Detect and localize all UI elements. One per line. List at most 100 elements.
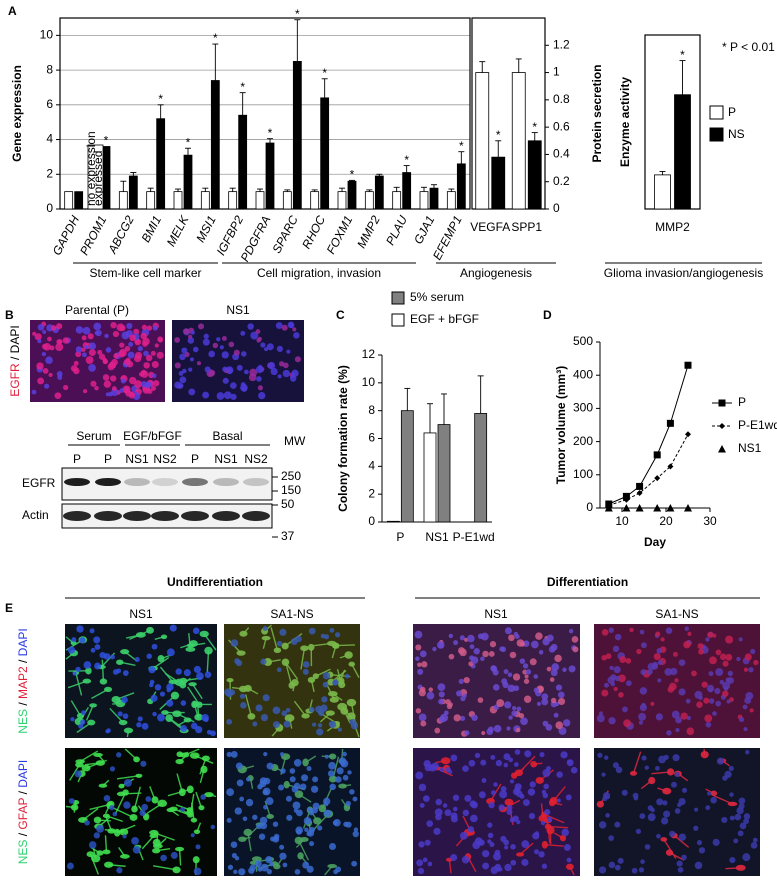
nucleus: [203, 333, 209, 339]
bar: [173, 191, 183, 210]
nucleus: [116, 752, 122, 758]
nucleus: [113, 353, 119, 359]
cell-body: [266, 814, 275, 820]
error-bar: [175, 188, 181, 192]
band: [181, 511, 209, 521]
cell-body: [160, 634, 168, 640]
nucleus: [222, 366, 228, 372]
cell-body: [87, 719, 96, 726]
nucleus: [750, 841, 758, 849]
nucleus: [182, 328, 190, 335]
cell-body: [226, 678, 234, 683]
bar: [423, 432, 437, 523]
nucleus: [448, 633, 453, 639]
nucleus: [470, 814, 478, 823]
cell-body: [710, 790, 718, 797]
nucleus: [94, 644, 101, 650]
cell-body: [178, 788, 186, 797]
nucleus: [266, 868, 272, 875]
nucleus: [524, 750, 532, 758]
y-tick-label: 500: [573, 334, 593, 348]
nucleus: [153, 380, 160, 387]
x-tick-label: MELK: [164, 212, 192, 248]
nucleus: [192, 627, 200, 635]
nucleus: [135, 339, 140, 344]
cell-body: [146, 626, 154, 634]
nucleus: [87, 333, 94, 340]
nucleus: [122, 834, 127, 839]
y-tick-label: 4: [46, 132, 53, 146]
nucleus: [285, 795, 292, 802]
nucleus: [462, 809, 470, 817]
nucleus: [266, 762, 274, 770]
nucleus: [221, 336, 227, 341]
nucleus: [280, 752, 285, 757]
bar: [654, 174, 671, 210]
error-bar: [515, 58, 522, 73]
nucleus: [512, 673, 521, 681]
nucleus: [272, 721, 280, 729]
mw-title: MW: [284, 434, 306, 448]
nucleus: [93, 636, 101, 644]
nucleus: [448, 769, 453, 774]
band: [123, 511, 151, 521]
y-tick-label: 0: [368, 514, 375, 528]
nucleus: [234, 658, 241, 665]
nucleus: [276, 667, 282, 673]
nucleus: [511, 710, 518, 717]
nucleus: [56, 371, 63, 377]
group-label: Stem-like cell marker: [89, 266, 201, 280]
bar: [392, 191, 402, 210]
nucleus: [137, 345, 143, 352]
nucleus: [487, 822, 493, 828]
error-bar: [212, 43, 219, 81]
nucleus: [541, 863, 548, 869]
error-bar: [257, 188, 263, 192]
nucleus: [152, 373, 157, 379]
blot-row-label: Actin: [22, 508, 49, 522]
cell-body: [559, 834, 567, 842]
nucleus: [664, 668, 673, 676]
nucleus: [315, 705, 323, 713]
nucleus: [70, 717, 75, 722]
cell-body: [251, 856, 262, 862]
nucleus: [196, 361, 202, 366]
nucleus: [458, 678, 464, 685]
nucleus: [656, 648, 663, 654]
nucleus: [192, 346, 199, 353]
y-tick-label: 4: [368, 459, 375, 473]
cell-body: [85, 667, 92, 675]
nucleus: [148, 666, 156, 674]
panel-letter: D: [543, 308, 552, 322]
nucleus: [146, 653, 152, 659]
cell-body: [161, 710, 169, 715]
cell-body: [666, 768, 675, 776]
cell-body: [541, 840, 548, 849]
nucleus: [742, 704, 748, 710]
nucleus: [499, 790, 508, 799]
nucleus: [437, 683, 446, 692]
nucleus: [618, 674, 626, 683]
nucleus: [554, 654, 562, 663]
nucleus: [544, 809, 551, 816]
cell-process: [85, 705, 94, 721]
nucleus: [617, 857, 624, 864]
nucleus: [650, 807, 655, 813]
cell-body: [662, 787, 672, 795]
nucleus: [459, 648, 467, 657]
nucleus: [601, 655, 607, 661]
nucleus: [657, 678, 662, 683]
nucleus: [37, 324, 45, 331]
mw-label: 50: [281, 497, 295, 511]
y-tick-label: 0: [586, 500, 593, 514]
nucleus: [345, 800, 351, 807]
nucleus: [78, 723, 84, 729]
nucleus: [34, 333, 42, 341]
nucleus: [291, 369, 299, 377]
nucleus: [521, 858, 529, 867]
nucleus: [332, 679, 338, 686]
nucleus: [601, 628, 609, 636]
nucleus: [293, 808, 298, 813]
nucleus: [504, 845, 509, 850]
nucleus: [691, 670, 697, 677]
